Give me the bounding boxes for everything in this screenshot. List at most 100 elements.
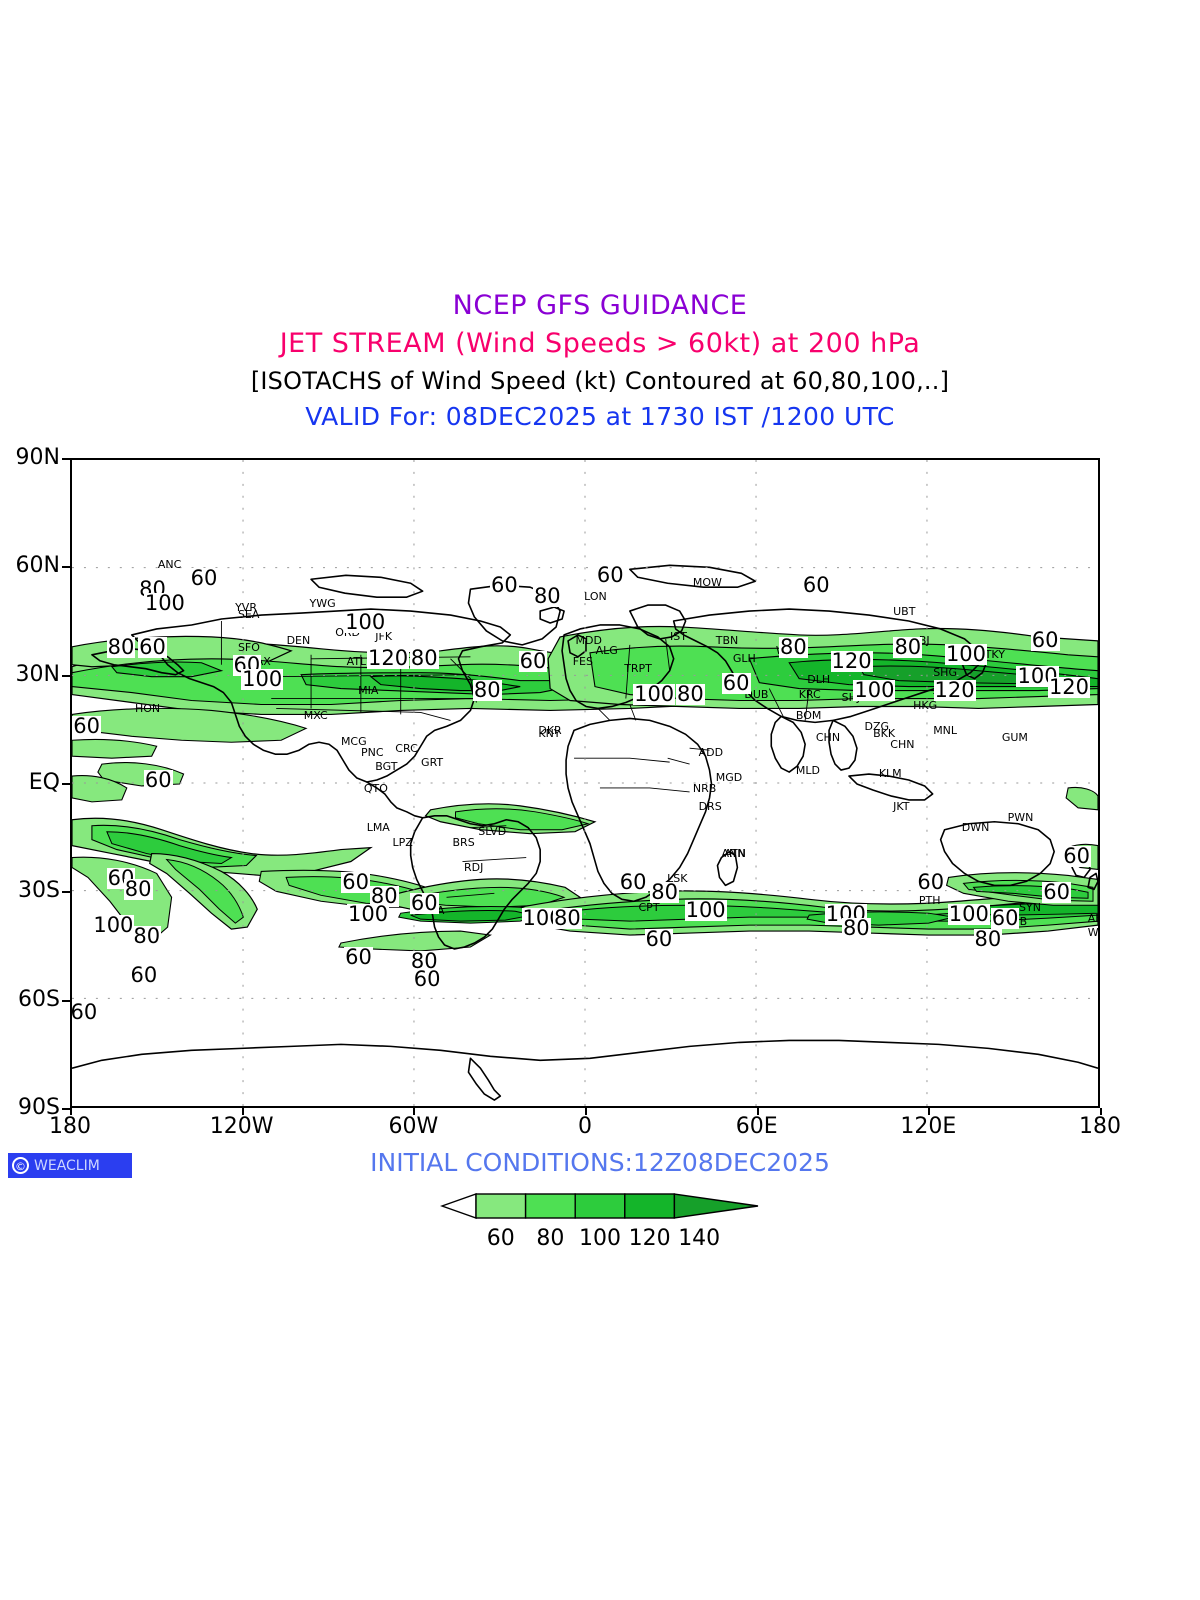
contour-value-label: 60 — [595, 562, 625, 587]
contour-value-label: 60 — [490, 573, 519, 598]
station-code-label: BJ — [918, 633, 930, 647]
y-tick-mark — [62, 566, 70, 569]
station-code-label: DRS — [698, 799, 722, 813]
y-tick-mark — [62, 891, 70, 894]
x-tick-label: 120W — [209, 1114, 274, 1139]
station-code-label: YWG — [309, 597, 336, 611]
station-code-label: MXC — [303, 709, 328, 723]
chart-subtitle: JET STREAM (Wind Speeds > 60kt) at 200 h… — [279, 328, 921, 359]
weaclim-logo[interactable]: © WEACLIM — [8, 1153, 132, 1178]
station-code-label: PNC — [360, 745, 384, 759]
station-code-label: FES — [572, 655, 593, 669]
contour-value-label: 60 — [129, 963, 159, 988]
contour-value-label: 60 — [189, 566, 219, 591]
contour-value-label: 80 — [106, 634, 136, 659]
station-code-label: LON — [584, 590, 607, 604]
contour-value-label: 80 — [532, 584, 562, 609]
contour-value-label: 120 — [1047, 674, 1091, 699]
station-code-label: MCG — [340, 734, 367, 748]
x-tick-label: 180 — [49, 1114, 91, 1139]
contour-value-label: 80 — [650, 880, 679, 905]
contour-value-label: 60 — [990, 905, 1020, 930]
x-tick-label: 0 — [578, 1114, 592, 1139]
station-code-label: ADD — [698, 745, 724, 759]
contour-value-label: 60 — [341, 869, 370, 894]
station-code-label: TKY — [984, 648, 1005, 661]
station-code-label: CRC — [395, 741, 418, 755]
x-tick-mark — [413, 1108, 416, 1115]
station-code-label: KRC — [798, 687, 821, 701]
contour-value-label: 100 — [92, 912, 135, 937]
y-tick-mark — [62, 783, 70, 785]
station-code-label: HKG — [913, 698, 938, 712]
colorbar-tick: 60 — [486, 1226, 515, 1251]
coastline-layer — [72, 564, 1098, 1101]
y-tick-label: EQ — [28, 770, 60, 795]
station-code-label: DLH — [807, 673, 831, 687]
contour-value-label: 60 — [143, 768, 173, 793]
station-code-label: SHG — [933, 666, 957, 680]
colorbar-cell — [624, 1193, 676, 1219]
station-code-label: NRB — [692, 781, 717, 795]
station-code-label: JFK — [375, 629, 393, 643]
gridline-layer — [72, 460, 1098, 1106]
colorbar-low-arrow — [440, 1193, 477, 1219]
contour-value-label: 60 — [644, 927, 674, 952]
x-tick-mark — [70, 1108, 72, 1115]
station-code-label: GRT — [421, 756, 444, 770]
contour-value-label: 80 — [409, 948, 439, 973]
y-tick-mark — [62, 674, 70, 677]
page-title: NCEP GFS GUIDANCE — [452, 290, 748, 321]
station-code-label: MDD — [575, 633, 602, 647]
x-tick-label: 60E — [735, 1114, 778, 1139]
x-tick-mark — [756, 1108, 759, 1115]
station-code-label: MLD — [795, 763, 820, 777]
contour-value-label: 120 — [830, 649, 873, 674]
station-code-label: SHJ — [841, 691, 861, 705]
contour-value-label: 80 — [841, 916, 871, 941]
colorbar: 60 80 100 120 140 — [0, 1190, 1200, 1254]
station-code-label: BGT — [375, 759, 398, 773]
title-block: NCEP GFS GUIDANCE JET STREAM (Wind Speed… — [0, 292, 1200, 429]
weaclim-label: WEACLIM — [34, 1157, 100, 1174]
jet-stream-map[interactable]: ANCYVRYWGYYZSEASFOLAXDENORDJFKATLMIAMXCH… — [70, 458, 1100, 1108]
station-code-label: BRS — [452, 835, 475, 849]
y-tick-label: 90S — [18, 1095, 60, 1120]
station-code-label: MIA — [358, 684, 379, 698]
y-tick-label: 30N — [15, 661, 60, 687]
contour-value-label: 60 — [409, 891, 439, 916]
contour-value-label: 60 — [518, 649, 548, 674]
contour-value-label: 60 — [344, 945, 373, 970]
contour-value-label: 100 — [241, 667, 284, 692]
contour-value-label: 80 — [132, 923, 162, 948]
contour-value-label: 80 — [676, 681, 705, 706]
contour-value-label: 100 — [344, 609, 387, 634]
colorbar-swatches — [440, 1193, 759, 1219]
contour-value-label: 100 — [346, 902, 390, 926]
copyright-icon: © — [12, 1157, 29, 1174]
station-code-label: KLM — [878, 767, 902, 781]
contour-value-label: 100 — [947, 902, 990, 926]
station-code-label: DZG — [864, 720, 890, 734]
contour-value-label: 80 — [369, 883, 399, 908]
contour-value-label: 100 — [143, 591, 186, 616]
contour-value-label: 60 — [138, 634, 167, 659]
contour-value-label: 120 — [933, 678, 976, 703]
colorbar-tick: 120 — [628, 1226, 671, 1251]
colorbar-cell — [574, 1193, 626, 1219]
y-tick-label: 60N — [15, 553, 60, 579]
x-tick-mark — [241, 1108, 244, 1115]
contour-value-label: 60 — [801, 573, 831, 598]
x-tick-mark — [928, 1108, 931, 1115]
station-code-label: CHN — [815, 731, 841, 745]
y-tick-mark — [62, 458, 70, 460]
station-code-label: ATL — [346, 655, 367, 669]
initial-conditions-label: INITIAL CONDITIONS:12Z08DEC2025 — [370, 1148, 830, 1177]
station-code-label: CPT — [638, 900, 660, 914]
colorbar-cell — [475, 1193, 527, 1219]
contour-value-label: 80 — [779, 634, 808, 659]
station-code-label: RDJ — [463, 861, 484, 875]
station-code-label: ALG — [595, 644, 618, 658]
x-tick-label: 60W — [388, 1114, 439, 1139]
contour-value-label: 100 — [853, 678, 896, 703]
